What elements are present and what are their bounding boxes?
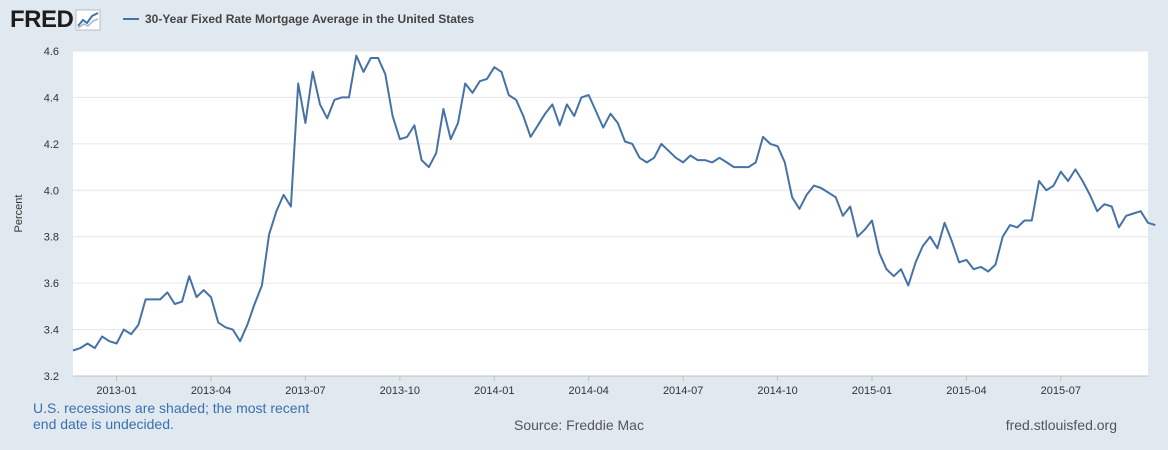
x-tick-label: 2014-01 bbox=[474, 385, 514, 397]
x-tick-label: 2015-04 bbox=[946, 385, 986, 397]
y-tick-label: 3.4 bbox=[44, 325, 59, 337]
x-tick-label: 2013-01 bbox=[96, 385, 136, 397]
y-tick-label: 4.2 bbox=[44, 139, 59, 151]
y-tick-label: 3.8 bbox=[44, 232, 59, 244]
plot-background bbox=[73, 51, 1148, 376]
source-label: Source: Freddie Mac bbox=[514, 417, 644, 433]
chart-area: 3.2 3.4 3.6 3.8 4.0 4.2 4.4 4.6 2013-01 2013-04 20… bbox=[13, 46, 1156, 397]
x-tick-label: 2014-04 bbox=[569, 385, 609, 397]
site-link[interactable]: fred.stlouisfed.org bbox=[1005, 417, 1117, 433]
x-tick-label: 2015-01 bbox=[852, 385, 892, 397]
y-tick-label: 4.4 bbox=[44, 92, 59, 104]
fred-logo[interactable]: FRED bbox=[10, 6, 101, 34]
x-tick-label: 2013-10 bbox=[380, 385, 420, 397]
legend-series-title: 30-Year Fixed Rate Mortgage Average in t… bbox=[145, 12, 475, 26]
y-tick-label: 4.6 bbox=[44, 46, 59, 58]
x-tick-label: 2014-07 bbox=[663, 385, 703, 397]
x-tick-label: 2013-04 bbox=[191, 385, 231, 397]
legend-line-swatch bbox=[123, 18, 139, 20]
y-tick-label: 3.2 bbox=[44, 371, 59, 383]
y-tick-label: 3.6 bbox=[44, 278, 59, 290]
x-tick-label: 2015-07 bbox=[1041, 385, 1081, 397]
series-line bbox=[72, 54, 1156, 352]
x-tick-label: 2013-07 bbox=[285, 385, 325, 397]
y-axis-label: Percent bbox=[13, 195, 25, 233]
line-chart: 3.2 3.4 3.6 3.8 4.0 4.2 4.4 4.6 2013-01 2013-04 20… bbox=[13, 46, 1156, 397]
fred-logo-text: FRED bbox=[10, 6, 74, 33]
chart-trend-icon bbox=[75, 9, 101, 31]
y-tick-label: 4.0 bbox=[44, 185, 59, 197]
recession-note: U.S. recessions are shaded; the most rec… bbox=[33, 400, 310, 432]
chart-legend[interactable]: 30-Year Fixed Rate Mortgage Average in t… bbox=[123, 12, 474, 26]
x-tick-label: 2014-10 bbox=[757, 385, 797, 397]
